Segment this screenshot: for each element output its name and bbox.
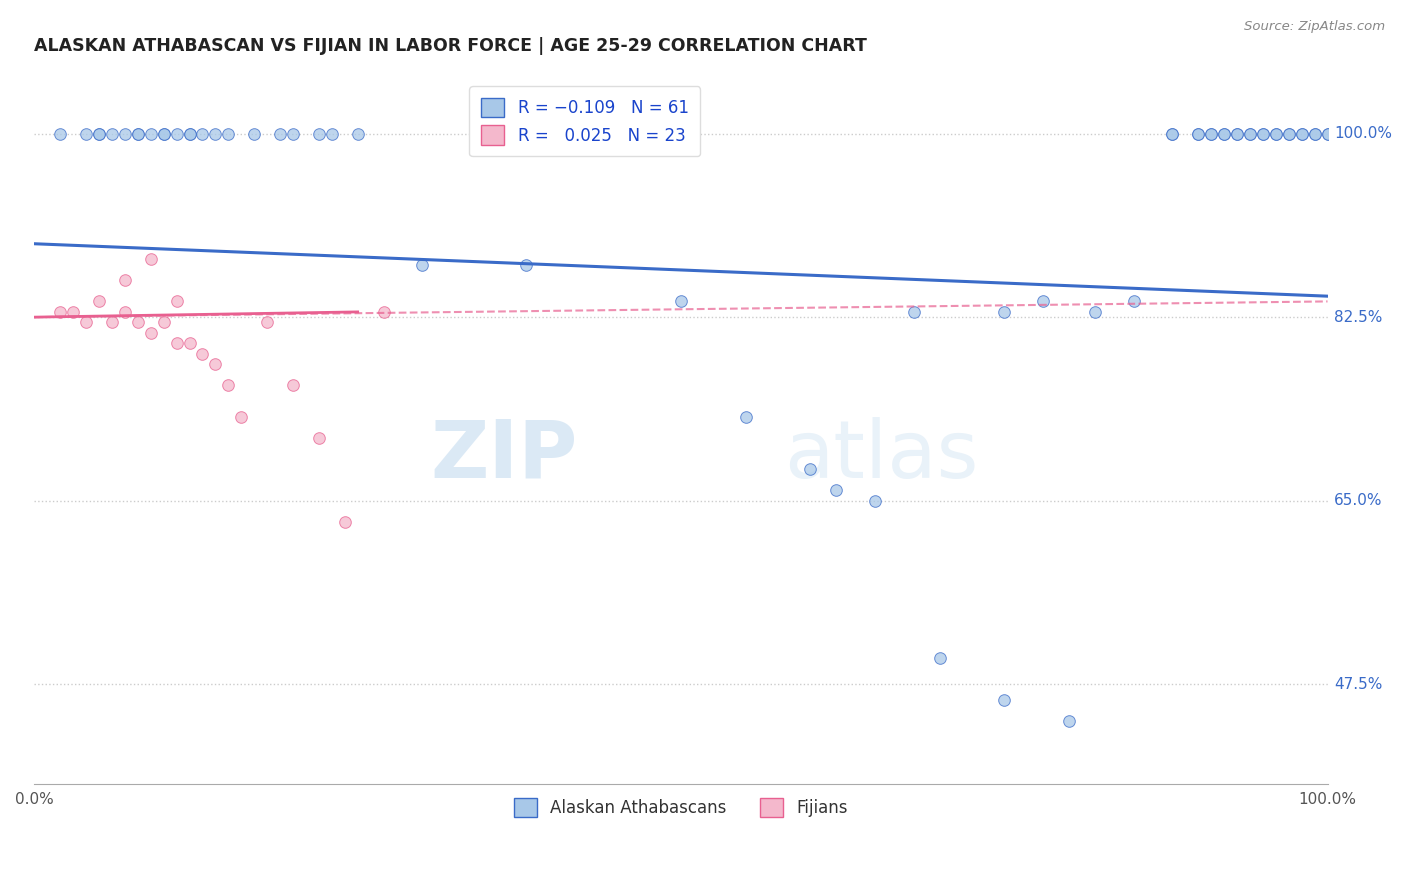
Text: 47.5%: 47.5% [1334,677,1382,691]
Text: atlas: atlas [785,417,979,495]
Alaskan Athabascans [903,305,925,319]
Alaskan Athabascans [1239,127,1261,141]
Fijians [231,409,253,424]
Fijians [127,315,149,329]
Alaskan Athabascans [1303,127,1326,141]
Alaskan Athabascans [734,409,756,424]
Fijians [139,326,162,340]
Alaskan Athabascans [669,294,692,309]
Alaskan Athabascans [1187,127,1209,141]
Alaskan Athabascans [139,127,162,141]
Text: 100.0%: 100.0% [1334,126,1392,141]
Alaskan Athabascans [321,127,343,141]
Alaskan Athabascans [243,127,266,141]
Alaskan Athabascans [1264,127,1286,141]
Alaskan Athabascans [191,127,214,141]
Alaskan Athabascans [269,127,291,141]
Legend: Alaskan Athabascans, Fijians: Alaskan Athabascans, Fijians [505,789,856,825]
Alaskan Athabascans [1084,305,1107,319]
Alaskan Athabascans [114,127,136,141]
Alaskan Athabascans [1251,127,1274,141]
Alaskan Athabascans [1303,127,1326,141]
Alaskan Athabascans [799,462,821,476]
Alaskan Athabascans [1161,127,1184,141]
Alaskan Athabascans [1251,127,1274,141]
Fijians [166,294,188,309]
Fijians [49,305,72,319]
Alaskan Athabascans [1161,127,1184,141]
Fijians [179,336,201,351]
Alaskan Athabascans [179,127,201,141]
Alaskan Athabascans [928,651,950,665]
Alaskan Athabascans [993,693,1015,707]
Fijians [281,378,304,392]
Text: 82.5%: 82.5% [1334,310,1382,325]
Fijians [256,315,278,329]
Fijians [87,294,110,309]
Alaskan Athabascans [346,127,368,141]
Alaskan Athabascans [1278,127,1301,141]
Alaskan Athabascans [1264,127,1286,141]
Alaskan Athabascans [1316,127,1339,141]
Fijians [217,378,239,392]
Alaskan Athabascans [166,127,188,141]
Alaskan Athabascans [1122,294,1144,309]
Alaskan Athabascans [75,127,97,141]
Alaskan Athabascans [1213,127,1236,141]
Alaskan Athabascans [1291,127,1313,141]
Alaskan Athabascans [101,127,124,141]
Alaskan Athabascans [1187,127,1209,141]
Alaskan Athabascans [1239,127,1261,141]
Fijians [62,305,84,319]
Text: ALASKAN ATHABASCAN VS FIJIAN IN LABOR FORCE | AGE 25-29 CORRELATION CHART: ALASKAN ATHABASCAN VS FIJIAN IN LABOR FO… [34,37,868,55]
Alaskan Athabascans [1057,714,1080,728]
Fijians [166,336,188,351]
Fijians [333,515,356,529]
Fijians [114,305,136,319]
Alaskan Athabascans [1199,127,1222,141]
Alaskan Athabascans [127,127,149,141]
Alaskan Athabascans [152,127,174,141]
Alaskan Athabascans [863,493,886,508]
Alaskan Athabascans [1199,127,1222,141]
Alaskan Athabascans [179,127,201,141]
Alaskan Athabascans [127,127,149,141]
Alaskan Athabascans [87,127,110,141]
Alaskan Athabascans [204,127,226,141]
Alaskan Athabascans [152,127,174,141]
Alaskan Athabascans [993,305,1015,319]
Fijians [114,273,136,287]
Alaskan Athabascans [515,258,537,272]
Alaskan Athabascans [49,127,72,141]
Fijians [139,252,162,267]
Alaskan Athabascans [281,127,304,141]
Alaskan Athabascans [308,127,330,141]
Alaskan Athabascans [825,483,848,497]
Text: Source: ZipAtlas.com: Source: ZipAtlas.com [1244,20,1385,33]
Fijians [191,347,214,361]
Alaskan Athabascans [411,258,433,272]
Text: 65.0%: 65.0% [1334,493,1382,508]
Alaskan Athabascans [1291,127,1313,141]
Alaskan Athabascans [1226,127,1249,141]
Alaskan Athabascans [1213,127,1236,141]
Alaskan Athabascans [87,127,110,141]
Text: ZIP: ZIP [430,417,578,495]
Fijians [373,305,395,319]
Fijians [204,357,226,371]
Fijians [152,315,174,329]
Alaskan Athabascans [1278,127,1301,141]
Alaskan Athabascans [1316,127,1339,141]
Fijians [75,315,97,329]
Alaskan Athabascans [217,127,239,141]
Alaskan Athabascans [1226,127,1249,141]
Fijians [101,315,124,329]
Alaskan Athabascans [1032,294,1054,309]
Fijians [308,431,330,445]
